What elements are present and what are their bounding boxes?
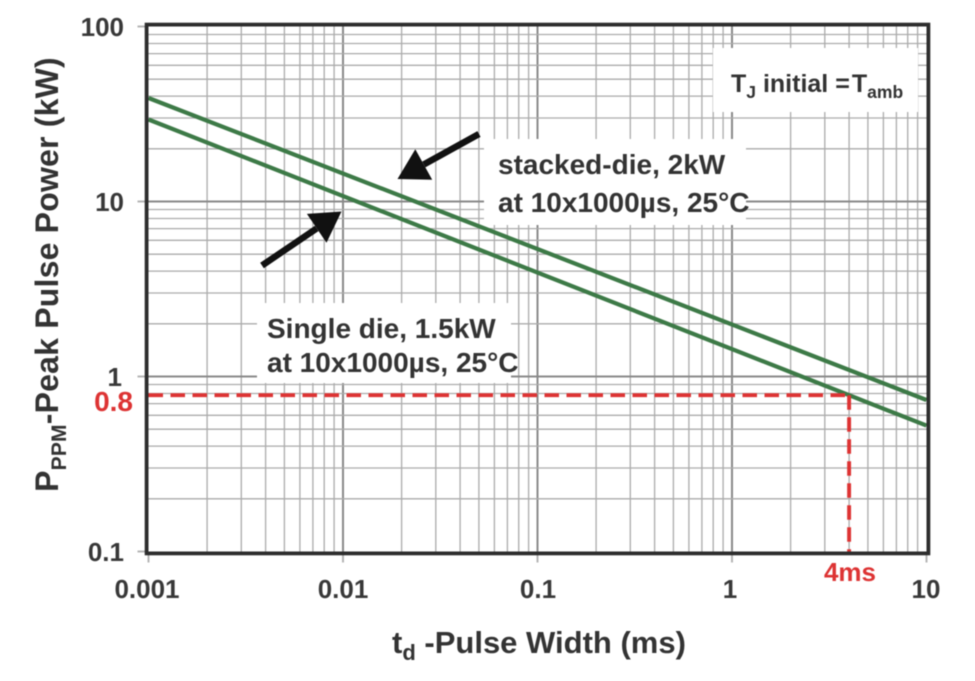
- svg-text:10: 10: [95, 187, 124, 217]
- svg-text:0.8: 0.8: [94, 386, 133, 417]
- svg-text:td -Pulse Width (ms): td -Pulse Width (ms): [392, 625, 686, 665]
- svg-text:PPPM-Peak Pulse Power (kW): PPPM-Peak Pulse Power (kW): [29, 57, 71, 492]
- svg-text:1: 1: [108, 362, 122, 392]
- svg-text:Single die, 1.5kW: Single die, 1.5kW: [267, 313, 496, 344]
- svg-text:0.1: 0.1: [520, 574, 556, 604]
- svg-text:100: 100: [81, 12, 124, 42]
- svg-text:4ms: 4ms: [824, 557, 876, 587]
- svg-text:0.001: 0.001: [114, 574, 179, 604]
- svg-text:at 10x1000µs, 25°C: at 10x1000µs, 25°C: [267, 347, 519, 378]
- svg-text:10: 10: [912, 574, 941, 604]
- svg-text:stacked-die, 2kW: stacked-die, 2kW: [498, 149, 726, 180]
- svg-text:at 10x1000µs, 25°C: at 10x1000µs, 25°C: [498, 187, 750, 218]
- svg-text:0.1: 0.1: [88, 537, 124, 567]
- svg-text:1: 1: [723, 574, 737, 604]
- svg-text:0.01: 0.01: [318, 574, 369, 604]
